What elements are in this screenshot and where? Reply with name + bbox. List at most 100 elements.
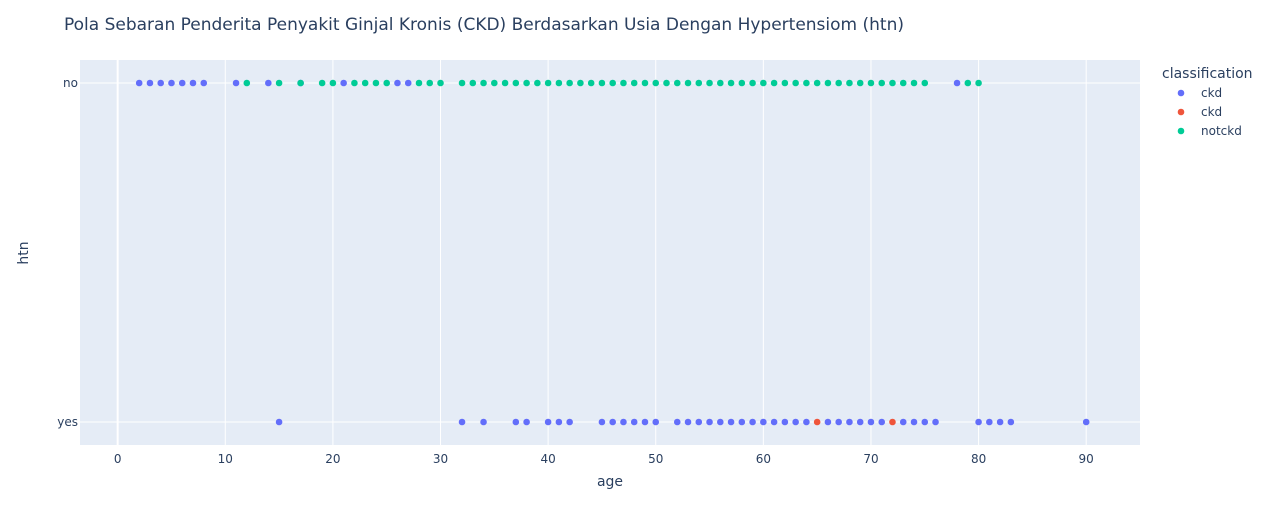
data-point: [555, 418, 563, 426]
data-point: [297, 79, 304, 87]
x-tick-label: 30: [433, 452, 448, 466]
x-axis-title: age: [597, 474, 623, 490]
data-point: [727, 79, 735, 87]
data-point: [803, 418, 810, 426]
x-tick-label: 90: [1079, 452, 1094, 466]
data-point: [921, 79, 929, 87]
data-point: [770, 79, 778, 87]
data-point: [717, 79, 724, 87]
data-point: [975, 418, 982, 426]
data-point: [846, 418, 853, 426]
data-point: [867, 418, 875, 426]
data-point: [749, 418, 756, 426]
data-point: [275, 79, 283, 87]
data-point: [168, 79, 175, 87]
y-tick-label: no: [63, 76, 78, 90]
data-point: [340, 79, 347, 87]
data-point: [383, 79, 391, 87]
data-point: [318, 79, 326, 87]
data-point: [620, 79, 627, 87]
data-point: [921, 418, 929, 426]
data-point: [265, 79, 272, 87]
data-point: [232, 79, 240, 87]
data-point: [878, 79, 886, 87]
chart-title: Pola Sebaran Penderita Penyakit Ginjal K…: [64, 15, 904, 35]
data-point: [404, 79, 412, 87]
data-point: [910, 79, 918, 87]
data-point: [695, 418, 703, 426]
data-point: [824, 79, 832, 87]
data-point: [813, 79, 821, 87]
data-point: [738, 79, 746, 87]
data-point: [986, 418, 993, 426]
legend: classification ckd ckd notckd: [1162, 66, 1253, 138]
data-point: [351, 79, 358, 87]
legend-label: ckd: [1201, 105, 1222, 119]
legend-label: notckd: [1201, 124, 1242, 138]
data-point: [609, 79, 616, 87]
y-tick-label: yes: [57, 415, 78, 429]
data-point: [1007, 418, 1015, 426]
data-point: [932, 418, 939, 426]
data-point: [620, 418, 627, 426]
data-point: [684, 418, 692, 426]
data-point: [727, 418, 735, 426]
data-point: [544, 79, 552, 87]
data-point: [480, 418, 487, 426]
data-point: [469, 79, 477, 87]
data-point: [243, 79, 251, 87]
data-point: [673, 79, 681, 87]
data-point: [200, 79, 208, 87]
x-tick-label: 20: [325, 452, 340, 466]
data-point: [146, 79, 154, 87]
data-point: [630, 79, 638, 87]
data-point: [598, 79, 606, 87]
data-point: [512, 418, 520, 426]
data-points: [135, 79, 1090, 426]
legend-items: ckd ckd notckd: [1177, 86, 1242, 138]
data-point: [867, 79, 875, 87]
data-point: [523, 418, 530, 426]
data-point: [781, 79, 789, 87]
axes: 0 10 20 30 40 50 60 70 80 90 no yes: [57, 76, 1094, 466]
data-point: [899, 418, 907, 426]
data-point: [760, 418, 767, 426]
data-point: [275, 418, 283, 426]
legend-label: ckd: [1201, 86, 1222, 100]
data-point: [566, 418, 573, 426]
data-point: [878, 418, 886, 426]
data-point: [587, 79, 595, 87]
data-point: [652, 79, 660, 87]
data-point: [534, 79, 541, 87]
data-point: [695, 79, 703, 87]
data-point: [889, 79, 896, 87]
data-point: [889, 418, 896, 426]
legend-title: classification: [1162, 66, 1253, 82]
data-point: [329, 79, 337, 87]
x-tick-label: 40: [540, 452, 555, 466]
data-point: [953, 79, 961, 87]
x-tick-label: 70: [863, 452, 878, 466]
y-axis-title: htn: [16, 241, 32, 264]
legend-marker: [1177, 89, 1185, 97]
data-point: [856, 79, 864, 87]
data-point: [975, 79, 982, 87]
data-point: [910, 418, 918, 426]
data-point: [770, 418, 778, 426]
data-point: [577, 79, 584, 87]
data-point: [437, 79, 444, 87]
data-point: [157, 79, 165, 87]
data-point: [835, 79, 842, 87]
data-point: [684, 79, 692, 87]
data-point: [189, 79, 197, 87]
data-point: [803, 79, 810, 87]
data-point: [135, 79, 143, 87]
data-point: [426, 79, 434, 87]
data-point: [641, 79, 649, 87]
data-point: [178, 79, 186, 87]
legend-marker: [1177, 127, 1185, 135]
data-point: [544, 418, 552, 426]
data-point: [824, 418, 832, 426]
x-tick-label: 50: [648, 452, 663, 466]
data-point: [480, 79, 487, 87]
